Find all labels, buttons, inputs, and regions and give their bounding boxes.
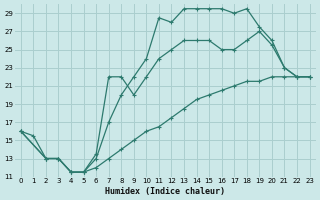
X-axis label: Humidex (Indice chaleur): Humidex (Indice chaleur) (105, 187, 225, 196)
